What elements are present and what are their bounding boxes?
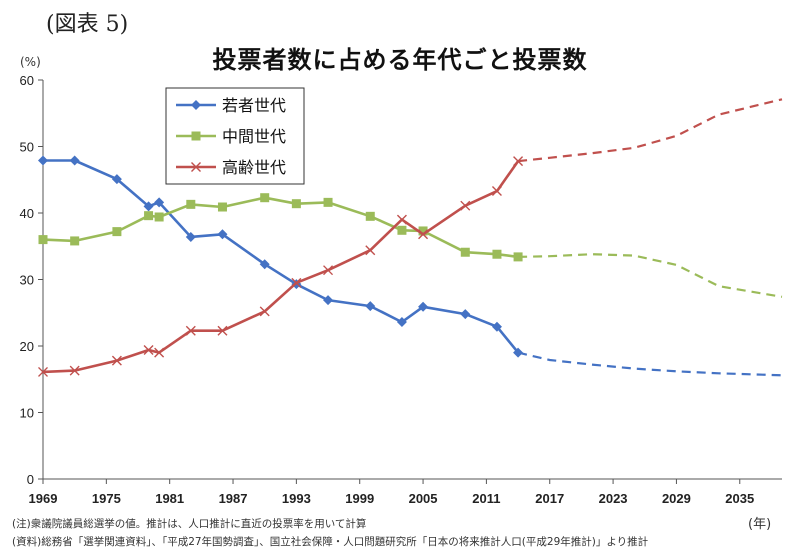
series-young	[38, 155, 783, 377]
data-point	[217, 229, 228, 240]
axes: 0 10 20 30 40 50 60 1969 1975 1981 1987 1993 1999 200…	[20, 55, 782, 532]
chart-note: (注)衆議院議員総選挙の値。推計は、人口推計に直近の投票率を用いて計算	[12, 518, 367, 530]
data-point	[460, 309, 471, 320]
data-point	[259, 259, 270, 270]
data-point	[365, 211, 375, 221]
data-point	[69, 155, 80, 166]
legend-item: 若者世代	[176, 96, 286, 115]
data-point	[38, 155, 48, 166]
x-tick-label: 1969	[29, 491, 58, 506]
data-point	[191, 131, 201, 141]
data-point	[154, 197, 165, 208]
x-tick-label: 1981	[155, 491, 184, 506]
y-tick-label: 10	[20, 406, 34, 421]
legend-item: 中間世代	[176, 127, 286, 146]
data-point	[396, 214, 407, 225]
data-point	[38, 235, 48, 245]
y-axis-label: (%)	[20, 55, 41, 69]
figure-label: (図表 5)	[46, 12, 129, 37]
series-layer	[38, 98, 783, 377]
data-point	[460, 247, 470, 257]
series-line	[42, 196, 519, 259]
data-point	[112, 227, 122, 237]
x-tick-label: 2011	[472, 491, 500, 506]
data-point	[191, 100, 201, 110]
data-point	[143, 201, 154, 212]
data-point	[365, 245, 376, 256]
x-tick-label: 2029	[662, 491, 691, 506]
data-point	[460, 200, 471, 211]
y-tick-label: 30	[20, 273, 34, 288]
data-point	[154, 347, 165, 358]
legend-label: 高齢世代	[222, 158, 286, 177]
data-point	[513, 156, 524, 167]
x-tick-label: 2035	[725, 491, 754, 506]
data-point	[186, 199, 196, 209]
data-point	[217, 325, 228, 336]
chart-title: 投票者数に占める年代ごと投票数	[212, 46, 588, 74]
data-point	[418, 226, 428, 236]
projection-line	[518, 253, 783, 298]
series-line	[43, 159, 520, 354]
data-point	[70, 236, 80, 246]
data-point	[491, 321, 502, 332]
data-point	[185, 325, 196, 336]
data-point	[69, 365, 80, 376]
data-point	[491, 186, 502, 197]
x-tick-label: 1975	[92, 491, 121, 506]
y-tick-label: 40	[20, 206, 34, 221]
data-point	[154, 212, 164, 222]
data-point	[143, 344, 154, 355]
data-point	[259, 306, 270, 317]
data-point	[144, 211, 154, 221]
data-point	[291, 199, 301, 209]
legend-item: 高齢世代	[176, 158, 286, 177]
data-point	[111, 355, 122, 366]
series-middle	[38, 193, 783, 298]
data-point	[365, 301, 376, 312]
projection-line	[517, 98, 783, 163]
data-point	[217, 202, 227, 212]
x-axis-label: (年)	[748, 517, 771, 532]
x-tick-label: 1993	[282, 491, 311, 506]
data-point	[191, 162, 201, 172]
data-point	[418, 301, 429, 312]
data-point	[513, 347, 524, 358]
data-point	[260, 193, 270, 203]
legend-label: 若者世代	[222, 96, 286, 115]
x-tick-label: 1987	[219, 491, 248, 506]
data-point	[185, 231, 196, 242]
data-point	[418, 229, 429, 240]
y-tick-label: 0	[27, 472, 34, 487]
data-point	[397, 225, 407, 235]
chart-source: (資料)総務省「選挙関連資料」、「平成27年国勢調査」、国立社会保障・人口問題研…	[12, 536, 649, 548]
data-point	[38, 366, 48, 377]
legend-label: 中間世代	[222, 127, 286, 146]
x-tick-label: 2005	[409, 491, 438, 506]
x-tick-label: 2023	[599, 491, 628, 506]
projection-line	[517, 351, 783, 377]
y-tick-label: 20	[20, 339, 34, 354]
y-tick-label: 60	[20, 73, 34, 88]
x-tick-label: 1999	[345, 491, 374, 506]
series-line	[42, 160, 520, 374]
data-point	[396, 317, 407, 328]
data-point	[513, 252, 523, 262]
x-tick-label: 2017	[535, 491, 564, 506]
data-point	[323, 197, 333, 207]
series-old	[38, 98, 783, 377]
data-point	[291, 277, 302, 288]
data-point	[323, 295, 334, 306]
data-point	[323, 265, 334, 276]
data-point	[111, 174, 122, 185]
y-tick-label: 50	[20, 140, 34, 155]
data-point	[492, 249, 502, 259]
